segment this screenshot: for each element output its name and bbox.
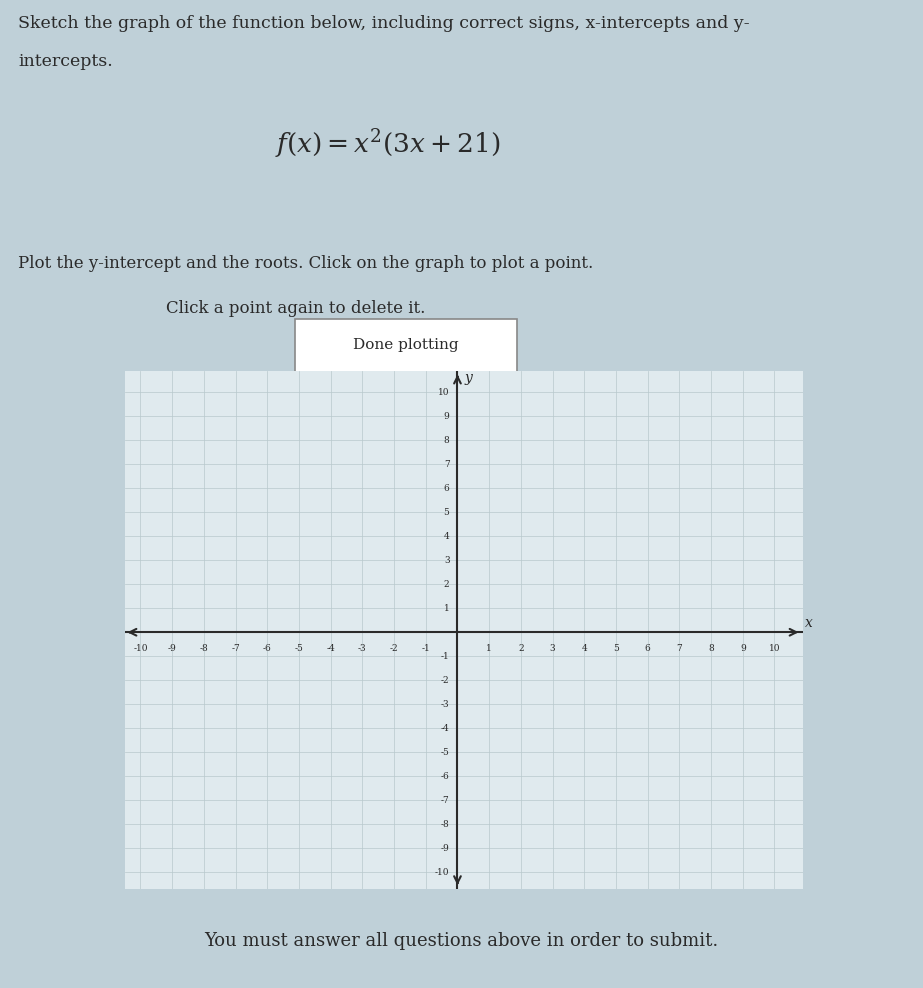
Text: -2: -2: [441, 676, 450, 685]
Text: 4: 4: [581, 644, 587, 653]
Text: -3: -3: [441, 700, 450, 708]
Text: 7: 7: [444, 459, 450, 468]
Text: 9: 9: [444, 412, 450, 421]
Text: -8: -8: [199, 644, 209, 653]
Text: 1: 1: [444, 604, 450, 613]
Text: -9: -9: [441, 844, 450, 853]
Text: 5: 5: [444, 508, 450, 517]
Text: -7: -7: [231, 644, 240, 653]
Text: -10: -10: [133, 644, 148, 653]
Text: 1: 1: [486, 644, 492, 653]
Text: -5: -5: [440, 748, 450, 757]
Text: Done plotting: Done plotting: [354, 339, 459, 353]
Text: -1: -1: [441, 652, 450, 661]
Text: -8: -8: [441, 820, 450, 829]
Text: 10: 10: [438, 387, 450, 396]
Text: -4: -4: [441, 724, 450, 733]
Text: 2: 2: [444, 580, 450, 589]
Text: -1: -1: [422, 644, 430, 653]
Text: 2: 2: [518, 644, 523, 653]
Text: 3: 3: [550, 644, 556, 653]
Text: y: y: [464, 370, 473, 384]
Text: x: x: [805, 616, 812, 629]
Text: -10: -10: [435, 867, 450, 877]
Text: Sketch the graph of the function below, including correct signs, x-intercepts an: Sketch the graph of the function below, …: [18, 15, 750, 32]
Text: 10: 10: [769, 644, 780, 653]
Text: 4: 4: [444, 532, 450, 540]
Text: 8: 8: [444, 436, 450, 445]
Text: -7: -7: [441, 796, 450, 805]
Text: -2: -2: [390, 644, 399, 653]
FancyBboxPatch shape: [295, 319, 517, 371]
Text: 6: 6: [645, 644, 651, 653]
Text: $f(x) = x^2(3x + 21)$: $f(x) = x^2(3x + 21)$: [275, 127, 500, 161]
Text: -5: -5: [294, 644, 304, 653]
Text: Plot the y-intercept and the roots. Click on the graph to plot a point.: Plot the y-intercept and the roots. Clic…: [18, 255, 593, 273]
Text: -3: -3: [358, 644, 366, 653]
Text: -4: -4: [327, 644, 335, 653]
Text: Click a point again to delete it.: Click a point again to delete it.: [166, 300, 426, 317]
Text: 3: 3: [444, 555, 450, 565]
Text: 5: 5: [613, 644, 619, 653]
Text: 6: 6: [444, 484, 450, 493]
Text: -9: -9: [168, 644, 176, 653]
Text: intercepts.: intercepts.: [18, 52, 114, 69]
Text: 7: 7: [677, 644, 682, 653]
Text: -6: -6: [441, 772, 450, 781]
Text: 8: 8: [708, 644, 714, 653]
Text: -6: -6: [263, 644, 271, 653]
Text: You must answer all questions above in order to submit.: You must answer all questions above in o…: [204, 932, 719, 950]
Text: 9: 9: [740, 644, 746, 653]
